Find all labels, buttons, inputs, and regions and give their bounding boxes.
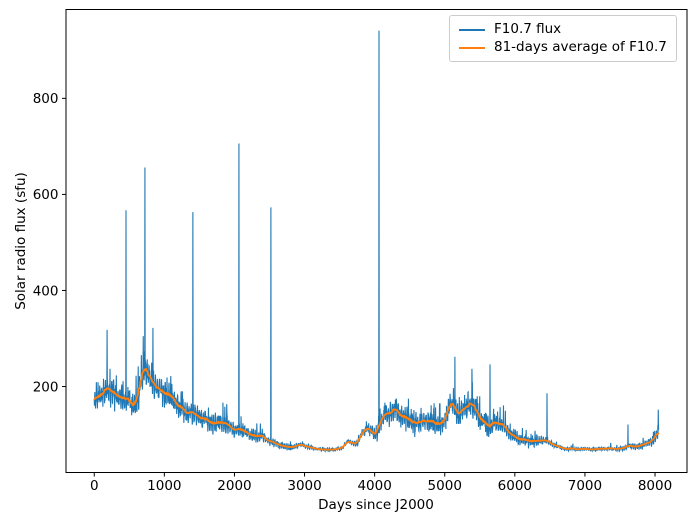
x-tick-label: 1000 (147, 478, 181, 494)
legend-entry-81day-average: 81-days average of F10.7 (459, 40, 667, 55)
legend-label-f107-flux: F10.7 flux (494, 21, 562, 37)
y-tick-label: 800 (33, 91, 59, 107)
series-f107-flux-line (93, 30, 660, 453)
y-tick-label: 400 (33, 283, 59, 299)
x-tick-label: 3000 (287, 478, 321, 494)
y-tick-label: 600 (33, 187, 59, 203)
x-tick-label: 5000 (428, 478, 462, 494)
x-tick-label: 8000 (638, 478, 672, 494)
x-tick-label: 7000 (568, 478, 602, 494)
x-axis-label: Days since J2000 (318, 497, 434, 513)
y-axis-label: Solar radio flux (sfu) (13, 172, 29, 310)
legend-entry-f107-flux: F10.7 flux (459, 22, 667, 37)
legend-line-sample-81day-average (459, 46, 485, 49)
series-81day-average-line (93, 368, 660, 451)
x-tick-label: 0 (90, 478, 99, 494)
x-tick-label: 4000 (357, 478, 391, 494)
x-tick-label: 2000 (217, 478, 251, 494)
legend-line-sample-f107-flux (459, 28, 485, 31)
legend: F10.7 flux 81-days average of F10.7 (449, 15, 677, 62)
legend-label-81day-average: 81-days average of F10.7 (494, 39, 667, 55)
axes-frame (65, 9, 688, 473)
x-tick-label: 6000 (498, 478, 532, 494)
y-tick-label: 200 (33, 379, 59, 395)
